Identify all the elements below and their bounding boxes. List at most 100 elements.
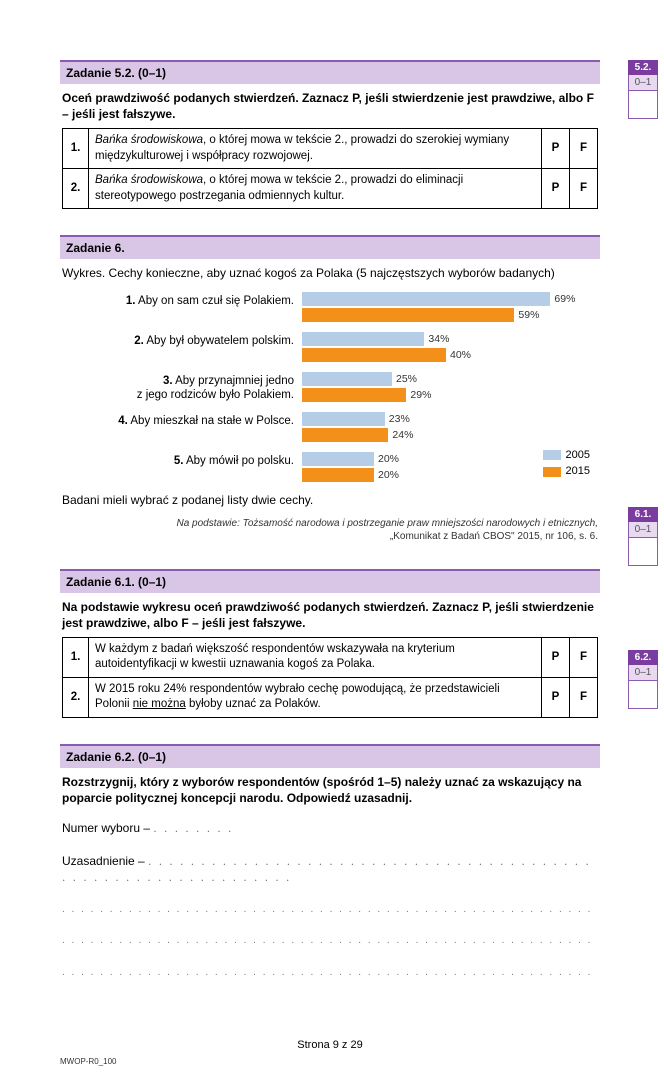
exam-page: 5.2. 0–1 6.1. 0–1 6.2. 0–1 Zadanie 5.2. … — [0, 0, 664, 1086]
badge-score: 0–1 — [628, 522, 658, 538]
chart-bar — [302, 292, 550, 306]
chart-bar-value: 25% — [396, 372, 417, 386]
chart-bar-value: 69% — [554, 292, 575, 306]
row-number: 2. — [63, 169, 89, 209]
chart-intro: Wykres. Cechy konieczne, aby uznać kogoś… — [62, 265, 598, 281]
task-6-header: Zadanie 6. — [60, 235, 600, 259]
badge-box[interactable] — [628, 91, 658, 119]
answer-justification-line[interactable]: Uzasadnienie – . . . . . . . . . . . . .… — [62, 853, 598, 885]
chart-row: 1. Aby on sam czuł się Polakiem. 69% 59% — [62, 292, 598, 322]
chart-row: 2. Aby był obywatelem polskim.34%40% — [62, 332, 598, 362]
cell-f[interactable]: F — [570, 169, 598, 209]
chart-row: 5. Aby mówił po polsku. 20% 20% — [62, 452, 598, 482]
chart-row-label: 3. Aby przynajmniej jednoz jego rodziców… — [62, 372, 302, 403]
chart-bar-value: 59% — [518, 308, 539, 322]
task-6-1-body: Na podstawie wykresu oceń prawdziwość po… — [60, 593, 600, 730]
chart-bar — [302, 372, 392, 386]
task-6-1-header: Zadanie 6.1. (0–1) — [60, 569, 600, 593]
chart-bar-group: 25%29% — [302, 372, 598, 402]
task-5-2-header: Zadanie 5.2. (0–1) — [60, 60, 600, 84]
chart-bar-value: 34% — [428, 332, 449, 346]
row-number: 1. — [63, 637, 89, 677]
row-text: Bańka środowiskowa, o której mowa w tekś… — [89, 129, 542, 169]
task-5-2-table: 1. Bańka środowiskowa, o której mowa w t… — [62, 128, 598, 209]
chart-bar — [302, 332, 424, 346]
answer-line[interactable]: . . . . . . . . . . . . . . . . . . . . … — [62, 934, 598, 948]
main-column: Zadanie 5.2. (0–1) Oceń prawdziwość poda… — [60, 60, 600, 1066]
chart-bar — [302, 308, 514, 322]
badge-6-2: 6.2. 0–1 — [628, 650, 658, 709]
document-code: MWOP-R0_100 — [60, 1057, 600, 1066]
legend-swatch-2015 — [543, 467, 561, 477]
chart-row: 3. Aby przynajmniej jednoz jego rodziców… — [62, 372, 598, 403]
badge-score: 0–1 — [628, 665, 658, 681]
table-row: 2. W 2015 roku 24% respondentów wybrało … — [63, 677, 598, 717]
chart-bar-value: 29% — [410, 388, 431, 402]
badge-head: 5.2. — [628, 60, 658, 75]
cell-f[interactable]: F — [570, 677, 598, 717]
chart-bar-value: 20% — [378, 468, 399, 482]
chart-row-label: 5. Aby mówił po polsku. — [62, 452, 302, 468]
chart-bar-group: 34%40% — [302, 332, 598, 362]
chart-row-label: 2. Aby był obywatelem polskim. — [62, 332, 302, 348]
answer-number-line[interactable]: Numer wyboru – . . . . . . . . — [62, 820, 598, 836]
table-row: 2. Bańka środowiskowa, o której mowa w t… — [63, 169, 598, 209]
chart-bar — [302, 348, 446, 362]
task-6-1-table: 1. W każdym z badań większość respondent… — [62, 637, 598, 718]
cell-p[interactable]: P — [542, 637, 570, 677]
side-badges: 5.2. 0–1 6.1. 0–1 6.2. 0–1 — [628, 60, 658, 715]
cell-p[interactable]: P — [542, 677, 570, 717]
chart-bar — [302, 452, 374, 466]
chart-bar — [302, 388, 406, 402]
task-5-2-body: Oceń prawdziwość podanych stwierdzeń. Za… — [60, 84, 600, 221]
badge-box[interactable] — [628, 681, 658, 709]
chart-bar-group: 69% 59% — [302, 292, 598, 322]
legend-2005: 2005 — [543, 448, 590, 463]
badge-6-1: 6.1. 0–1 — [628, 507, 658, 566]
badge-5-2: 5.2. 0–1 — [628, 60, 658, 119]
badge-box[interactable] — [628, 538, 658, 566]
table-row: 1. W każdym z badań większość respondent… — [63, 637, 598, 677]
chart-legend: 2005 2015 — [543, 448, 590, 482]
row-number: 2. — [63, 677, 89, 717]
cell-f[interactable]: F — [570, 637, 598, 677]
answer-line[interactable]: . . . . . . . . . . . . . . . . . . . . … — [62, 903, 598, 917]
chart-source: Na podstawie: Tożsamość narodowa i postr… — [62, 517, 598, 543]
chart-bar — [302, 428, 388, 442]
chart-row-label: 4. Aby mieszkał na stałe w Polsce. — [62, 412, 302, 428]
chart-bar-group: 23%24% — [302, 412, 598, 442]
badge-score: 0–1 — [628, 75, 658, 91]
cell-p[interactable]: P — [542, 169, 570, 209]
badge-head: 6.1. — [628, 507, 658, 522]
row-text: Bańka środowiskowa, o której mowa w tekś… — [89, 169, 542, 209]
badge-head: 6.2. — [628, 650, 658, 665]
row-number: 1. — [63, 129, 89, 169]
legend-2015: 2015 — [543, 464, 590, 479]
legend-swatch-2005 — [543, 450, 561, 460]
chart-bar — [302, 412, 385, 426]
chart-bar-value: 23% — [389, 412, 410, 426]
chart-note: Badani mieli wybrać z podanej listy dwie… — [62, 492, 598, 508]
row-text: W każdym z badań większość respondentów … — [89, 637, 542, 677]
page-footer: Strona 9 z 29 — [60, 1039, 600, 1051]
table-row: 1. Bańka środowiskowa, o której mowa w t… — [63, 129, 598, 169]
cell-p[interactable]: P — [542, 129, 570, 169]
chart-bar — [302, 468, 374, 482]
chart-row-label: 1. Aby on sam czuł się Polakiem. — [62, 292, 302, 308]
task-5-2-instruction: Oceń prawdziwość podanych stwierdzeń. Za… — [62, 90, 598, 122]
legend-label: 2005 — [566, 448, 590, 463]
legend-label: 2015 — [566, 464, 590, 479]
cell-f[interactable]: F — [570, 129, 598, 169]
chart-bar-value: 24% — [392, 428, 413, 442]
chart-bar-value: 20% — [378, 452, 399, 466]
chart: 1. Aby on sam czuł się Polakiem. 69% 59% 2.… — [62, 292, 598, 483]
task-6-body: Wykres. Cechy konieczne, aby uznać kogoś… — [60, 259, 600, 568]
row-text: W 2015 roku 24% respondentów wybrało cec… — [89, 677, 542, 717]
task-6-2-instruction: Rozstrzygnij, który z wyborów respondent… — [62, 774, 598, 806]
answer-line[interactable]: . . . . . . . . . . . . . . . . . . . . … — [62, 966, 598, 980]
task-6-1-instruction: Na podstawie wykresu oceń prawdziwość po… — [62, 599, 598, 631]
task-6-2-header: Zadanie 6.2. (0–1) — [60, 744, 600, 768]
chart-bar-value: 40% — [450, 348, 471, 362]
chart-row: 4. Aby mieszkał na stałe w Polsce.23%24% — [62, 412, 598, 442]
task-6-2-body: Rozstrzygnij, który z wyborów respondent… — [60, 768, 600, 1009]
